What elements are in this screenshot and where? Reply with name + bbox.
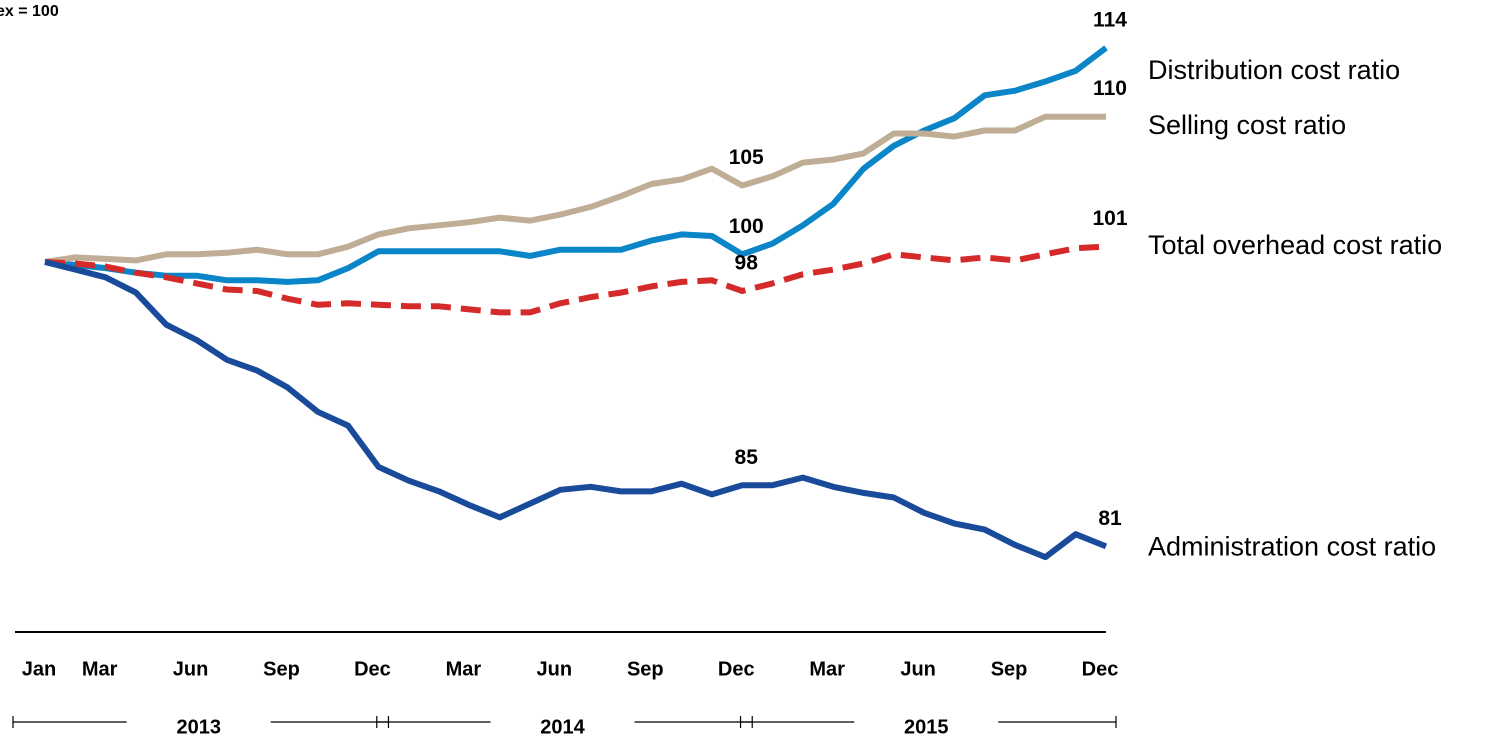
value-label: 101 bbox=[1092, 207, 1127, 230]
x-tick-label: Jun bbox=[537, 658, 573, 680]
value-label: 105 bbox=[729, 146, 764, 169]
value-label: 98 bbox=[735, 252, 759, 275]
legend-label: Total overhead cost ratio bbox=[1148, 230, 1442, 260]
x-tick-label: Mar bbox=[809, 658, 845, 680]
legend-label: Administration cost ratio bbox=[1148, 532, 1436, 562]
series-line bbox=[44, 113, 1106, 265]
series-line bbox=[44, 45, 1108, 285]
value-label: 110 bbox=[1093, 77, 1127, 100]
x-tick-label: Jan bbox=[22, 658, 56, 680]
x-tick-label: Jun bbox=[900, 658, 936, 680]
legend-label: Distribution cost ratio bbox=[1148, 55, 1400, 85]
x-tick-label: Dec bbox=[718, 658, 755, 680]
year-label: 2014 bbox=[540, 716, 585, 738]
x-tick-label: Sep bbox=[263, 658, 300, 680]
value-label: 100 bbox=[729, 215, 764, 238]
x-tick-label: Jun bbox=[173, 658, 209, 680]
series-line bbox=[44, 259, 1108, 561]
x-tick-label: Sep bbox=[991, 658, 1028, 680]
value-label: 81 bbox=[1098, 507, 1122, 530]
x-tick-label: Mar bbox=[446, 658, 482, 680]
x-tick-label: Mar bbox=[82, 658, 118, 680]
chart-subtitle: Index = 100 bbox=[0, 3, 59, 20]
year-label: 2015 bbox=[904, 716, 949, 738]
x-tick-label: Sep bbox=[627, 658, 664, 680]
year-label: 2013 bbox=[176, 716, 221, 738]
legend-label: Selling cost ratio bbox=[1148, 110, 1346, 140]
value-label: 85 bbox=[735, 446, 759, 469]
value-label: 114 bbox=[1093, 8, 1127, 31]
x-tick-label: Dec bbox=[354, 658, 391, 680]
x-tick-label: Dec bbox=[1082, 658, 1119, 680]
